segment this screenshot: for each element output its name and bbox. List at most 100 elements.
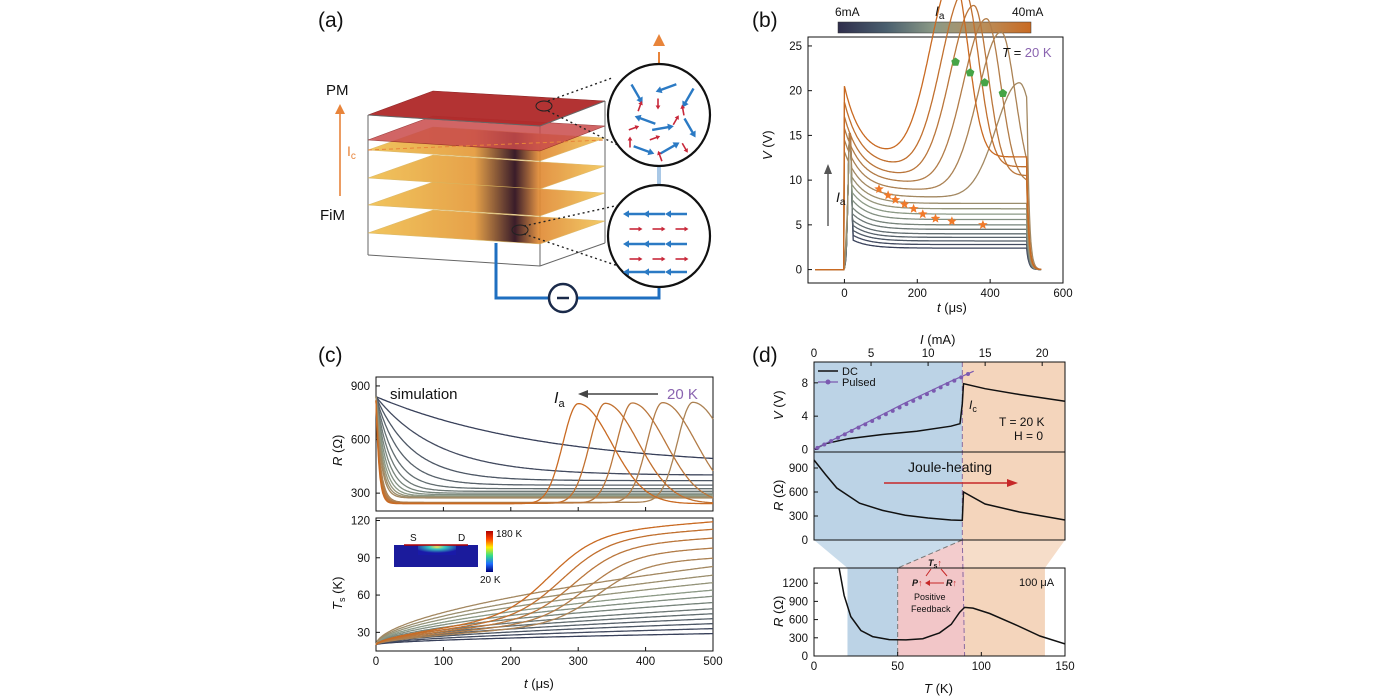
plot-d-top-xtick-label: 15 — [979, 348, 992, 360]
ic-label: Ic — [347, 143, 356, 162]
plot-d-top-ytick-label: 8 — [802, 378, 808, 390]
low-current-region — [814, 362, 963, 540]
plot-c-t-trace — [375, 521, 714, 646]
spin-arrow-head — [683, 148, 688, 153]
spin-arrow — [633, 145, 652, 154]
plot-d-bottom-ytick-label: 0 — [802, 651, 808, 663]
pulsed-point — [883, 412, 888, 417]
legend-dc: DC — [842, 366, 858, 378]
plot-c-t-trace — [375, 589, 714, 646]
plot-c-r-trace — [375, 400, 713, 505]
plot-c-bottom-frame — [375, 517, 714, 652]
pulsed-point — [829, 439, 834, 444]
pulsed-point — [959, 375, 964, 380]
plot-c-bottom-xtick-label: 0 — [373, 656, 379, 668]
simulation-label: simulation — [390, 386, 458, 403]
plot-c-xlabel: t (μs) — [524, 676, 554, 691]
svg-text:Ts↑: Ts↑ — [928, 558, 942, 570]
spin-arrow-head — [643, 240, 649, 248]
plot-b-ytick-label: 15 — [789, 130, 802, 142]
zoom-connectors — [523, 77, 631, 271]
plot-d-top-ytick-label: 0 — [802, 445, 808, 457]
layer-stack — [367, 90, 606, 245]
plot-b-xtick-label: 600 — [1053, 288, 1072, 300]
panel-a: (a) PM FiM Ic — [318, 9, 712, 314]
peak-marker — [965, 68, 975, 77]
plot-d-top-xtick-label: 0 — [811, 348, 817, 360]
plot-c-r-trace — [375, 396, 713, 476]
plot-c-t-trace — [375, 581, 714, 646]
spin-arrow-head — [643, 268, 649, 276]
plot-c-top-frame — [375, 376, 714, 512]
panel-a-label: (a) — [318, 9, 344, 32]
projection-blue — [814, 540, 963, 568]
plot-b-trace — [815, 0, 1042, 271]
pm-spin-circle — [606, 62, 712, 168]
plot-b-markers — [874, 57, 1008, 229]
colorbar-low-label: 6mA — [835, 5, 860, 19]
onset-marker — [918, 209, 928, 219]
spin-arrow — [683, 87, 695, 105]
spin-arrow-head — [680, 104, 686, 109]
spin-arrow-head — [623, 240, 629, 248]
plot-d-bottom-ytick-label: 600 — [789, 615, 808, 627]
d-current-note: 100 μA — [1019, 577, 1055, 589]
plot-c-bottom-ytick-label: 120 — [351, 515, 370, 527]
svg-text:Feedback: Feedback — [911, 604, 951, 614]
peak-marker — [998, 88, 1008, 97]
plot-b-trace — [815, 133, 1042, 271]
plot-c-t-trace — [375, 528, 714, 646]
pulsed-point — [849, 429, 854, 434]
pm-label: PM — [326, 82, 349, 99]
spin-arrow — [651, 125, 671, 132]
fim-label: FiM — [320, 207, 345, 224]
plot-b-xtick-label: 200 — [908, 288, 927, 300]
spin-arrow-head — [634, 114, 642, 122]
bottom-orange-region — [964, 568, 1045, 656]
dc-iv-curve — [813, 382, 1066, 451]
plot-d-top-xtick-label: 20 — [1036, 348, 1049, 360]
pulsed-point — [918, 395, 923, 400]
fim-spin-circle — [606, 183, 712, 289]
inset-low-label: 20 K — [480, 575, 501, 586]
pulsed-point — [952, 378, 957, 383]
plot-c-bottom-xtick-label: 500 — [703, 656, 722, 668]
plot-c-bottom-ylabel: Ts (K) — [330, 577, 347, 610]
spin-arrow-head — [638, 256, 643, 262]
plot-b-trace — [815, 133, 1042, 271]
plot-c-bottom-ytick-label: 90 — [357, 553, 370, 565]
plot-c-bottom-xtick-label: 400 — [636, 656, 655, 668]
onset-marker — [978, 219, 988, 229]
svg-text:Positive: Positive — [914, 592, 946, 602]
panel-d: (d) 0 5 10 15 20 0 4 8 0 300 600 900 0 50 100 150 0 300 60… — [752, 332, 1075, 696]
plot-d-top-xtick-label: 5 — [868, 348, 874, 360]
pulsed-point — [856, 425, 861, 430]
spin-arrow-head — [684, 226, 689, 232]
plot-b-xtick-label: 0 — [841, 288, 847, 300]
current-arrow-icon — [653, 34, 665, 46]
plot-b-trace — [815, 133, 1042, 271]
bottom-blue-region — [847, 568, 898, 656]
pulsed-point — [842, 432, 847, 437]
ia-arrow-label: Ia — [836, 189, 846, 208]
joule-heating-label: Joule-heating — [908, 459, 992, 475]
plot-c-bottom-xtick-label: 200 — [501, 656, 520, 668]
plot-c-top-ytick-label: 300 — [351, 488, 370, 500]
d-temp-note: T = 20 K — [999, 415, 1044, 429]
spin-arrow — [658, 83, 677, 92]
projection-left — [897, 539, 963, 569]
spin-arrow-head — [665, 268, 671, 276]
spin-arrow-head — [672, 142, 680, 149]
plot-d-bottom-ytick-label: 900 — [789, 596, 808, 608]
peak-marker — [980, 78, 989, 87]
plot-d-bottom-xtick-label: 50 — [891, 661, 904, 673]
panel-c: (c) 300 600 900 0 100 200 300 400 500 30 60 90 120 s… — [318, 344, 723, 691]
pulsed-point — [911, 398, 916, 403]
pm-probe-ellipse — [535, 100, 553, 112]
spin-arrow — [630, 83, 642, 101]
plot-b-axes: 0 200 400 600 0 5 10 15 20 25 — [789, 41, 1072, 300]
plot-d-axes: 0 5 10 15 20 0 4 8 0 300 600 900 0 50 100 150 0 300 600 900… — [782, 348, 1074, 673]
spin-arrow — [659, 143, 677, 155]
spin-arrow-head — [623, 268, 629, 276]
